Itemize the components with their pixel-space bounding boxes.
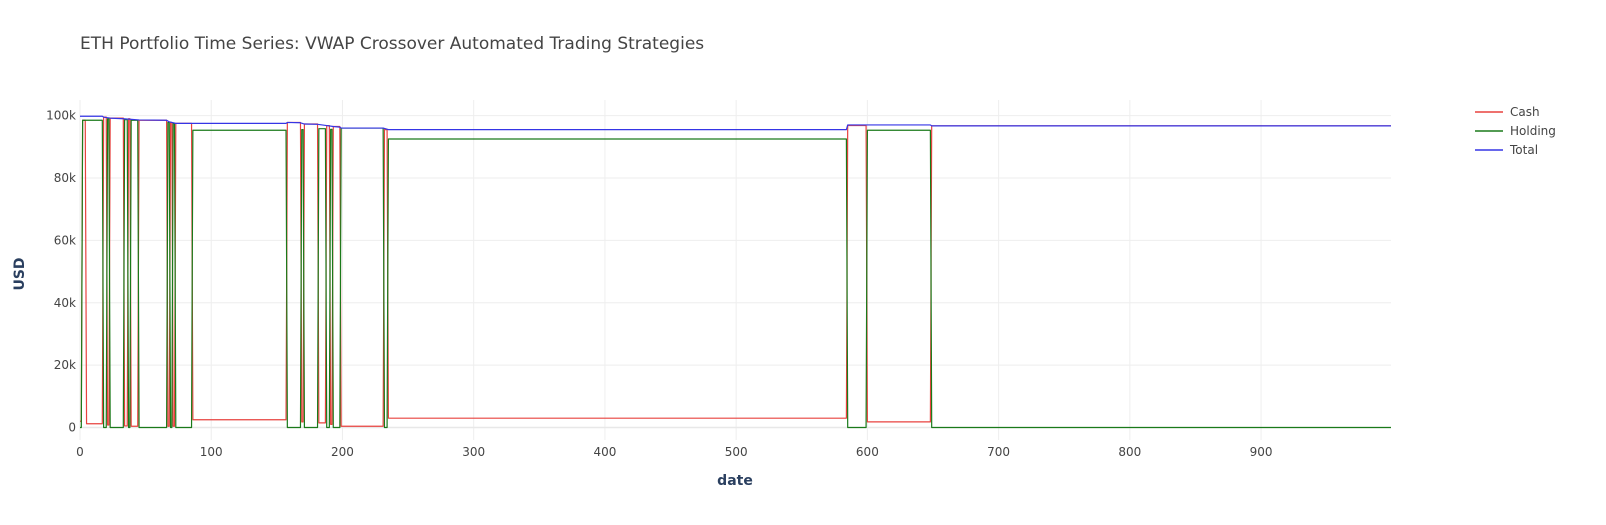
- y-tick-label: 40k: [54, 296, 76, 310]
- y-axis-ticks: 0 20k 40k 60k 80k 100k: [46, 109, 76, 435]
- x-tick-label: 800: [1118, 445, 1141, 459]
- x-axis-title: date: [717, 473, 753, 489]
- series-lines: [80, 115, 1391, 429]
- series-line-holding: [80, 118, 1391, 429]
- legend-label: Cash: [1510, 105, 1540, 119]
- legend: Cash Holding Total: [1475, 105, 1556, 157]
- y-tick-label: 100k: [46, 109, 76, 123]
- legend-item-total[interactable]: Total: [1475, 143, 1538, 157]
- y-tick-label: 80k: [54, 171, 76, 185]
- y-tick-label: 0: [68, 421, 76, 435]
- x-tick-label: 100: [200, 445, 223, 459]
- series-line-cash: [80, 116, 1391, 427]
- x-tick-label: 0: [76, 445, 84, 459]
- chart-title: ETH Portfolio Time Series: VWAP Crossove…: [80, 34, 704, 54]
- x-tick-label: 200: [331, 445, 354, 459]
- legend-item-holding[interactable]: Holding: [1475, 124, 1556, 138]
- x-tick-label: 700: [987, 445, 1010, 459]
- x-tick-label: 400: [593, 445, 616, 459]
- x-tick-label: 500: [725, 445, 748, 459]
- y-axis-title: USD: [12, 257, 28, 290]
- legend-label: Total: [1509, 143, 1538, 157]
- x-tick-label: 600: [856, 445, 879, 459]
- gridlines: [79, 100, 1391, 440]
- x-tick-label: 900: [1250, 445, 1273, 459]
- legend-item-cash[interactable]: Cash: [1475, 105, 1540, 119]
- x-axis-ticks: 0 100 200 300 400 500 600 700 800 900: [76, 445, 1272, 459]
- x-tick-label: 300: [462, 445, 485, 459]
- y-tick-label: 20k: [54, 358, 76, 372]
- series-line-total: [80, 115, 1391, 131]
- y-tick-label: 60k: [54, 233, 76, 247]
- legend-label: Holding: [1510, 124, 1556, 138]
